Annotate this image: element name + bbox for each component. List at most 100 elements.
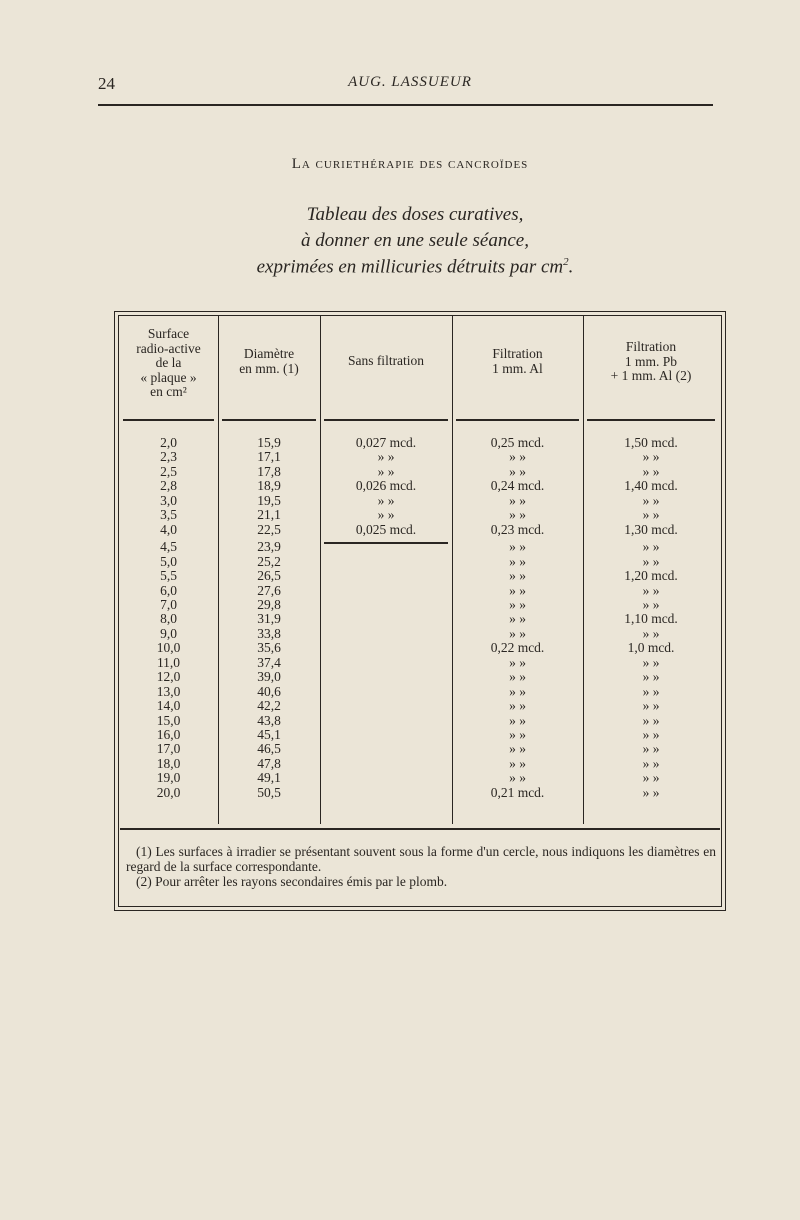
filtration-al-cell: » » xyxy=(509,553,526,569)
diameter-cell: 18,9 xyxy=(257,478,281,494)
filtration-pb-cell: » » xyxy=(642,553,660,569)
filtration-al-cell: » » xyxy=(509,712,526,728)
surface-cell: 9,0 xyxy=(160,625,177,641)
header-rule xyxy=(456,419,579,421)
filtration-al-cell: » » xyxy=(509,568,526,584)
surface-cell: 6,0 xyxy=(160,582,177,598)
filtration-pb-cell: » » xyxy=(642,539,660,555)
title-end: . xyxy=(568,256,574,278)
column-header-line: radio-active xyxy=(136,340,201,356)
filtration-al-cell: 0,21 mcd. xyxy=(490,784,545,800)
surface-cell: 10,0 xyxy=(156,640,181,656)
diameter-cell: 45,1 xyxy=(257,727,281,742)
surface-cell: 15,0 xyxy=(156,712,181,728)
filtration-pb-cell: » » xyxy=(642,654,660,670)
filtration-al-cell: » » xyxy=(509,683,526,699)
filtration-al-cell: » » xyxy=(509,698,526,714)
footnote-2: (2) Pour arrêter les rayons secondaires … xyxy=(136,874,448,889)
filtration-al-cell: » » xyxy=(509,507,526,523)
filtration-al-cell: » » xyxy=(509,582,526,598)
surface-cell: 3,0 xyxy=(160,492,177,508)
surface-cell: 7,0 xyxy=(160,596,177,612)
filtration-pb-cell: » » xyxy=(642,741,660,757)
column-divider xyxy=(452,316,453,824)
table-inner-frame xyxy=(118,315,722,907)
table-title-line-3: exprimées en millicuries détruits par cm… xyxy=(0,256,800,278)
column-divider xyxy=(320,316,321,824)
diameter-cell: 17,8 xyxy=(257,463,281,479)
surface-cell: 14,0 xyxy=(156,698,181,714)
diameter-cell: 17,1 xyxy=(257,449,281,465)
column-header-line: Filtration xyxy=(625,339,677,354)
column-header-line: de la xyxy=(155,355,182,370)
diameter-cell: 26,5 xyxy=(257,568,281,584)
filtration-pb-cell: 1,0 mcd. xyxy=(627,640,675,656)
column-header-line: en cm² xyxy=(150,384,187,399)
sans-filtration-cell: » » xyxy=(377,507,395,523)
filtration-al-cell: » » xyxy=(509,654,526,670)
header-rule xyxy=(222,419,316,421)
filtration-pb-cell: » » xyxy=(642,463,660,479)
surface-cell: 11,0 xyxy=(156,654,181,670)
filtration-pb-cell: » » xyxy=(642,755,660,771)
surface-cell: 4,5 xyxy=(160,539,177,555)
filtration-pb-cell: » » xyxy=(642,712,660,728)
filtration-pb-cell: 1,30 mcd. xyxy=(624,521,678,537)
column-header-line: « plaque » xyxy=(140,369,197,385)
filtration-pb-cell: » » xyxy=(642,784,660,800)
filtration-pb-cell: » » xyxy=(642,727,660,742)
filtration-pb-cell: » » xyxy=(642,698,660,714)
page-number: 24 xyxy=(98,74,115,93)
filtration-pb-cell: » » xyxy=(642,582,660,598)
sans-filtration-cell: » » xyxy=(377,463,395,479)
diameter-cell: 29,8 xyxy=(257,596,281,612)
diameter-cell: 47,8 xyxy=(257,755,281,771)
diameter-cell: 50,5 xyxy=(257,784,281,800)
surface-cell: 19,0 xyxy=(156,770,181,786)
filtration-al-cell: » » xyxy=(509,669,526,685)
filtration-pb-cell: 1,10 mcd. xyxy=(624,611,678,627)
diameter-cell: 39,0 xyxy=(257,669,281,685)
filtration-pb-cell: » » xyxy=(642,683,660,699)
surface-cell: 4,0 xyxy=(160,521,177,537)
column-divider xyxy=(583,316,584,824)
filtration-al-cell: » » xyxy=(509,727,526,742)
diameter-cell: 42,2 xyxy=(257,698,281,714)
sans-filtration-cell: » » xyxy=(377,492,395,508)
filtration-pb-cell: » » xyxy=(642,596,660,612)
diameter-cell: 31,9 xyxy=(257,611,281,627)
filtration-pb-cell: » » xyxy=(642,449,660,465)
surface-cell: 16,0 xyxy=(156,727,181,742)
column-header-line: Diamètre xyxy=(243,346,295,361)
surface-cell: 3,5 xyxy=(160,507,177,523)
footnote-1: (1) Les surfaces à irradier se présentan… xyxy=(126,844,716,874)
sans-filtration-end-rule xyxy=(324,542,448,544)
sans-filtration-cell: 0,025 mcd. xyxy=(355,521,417,537)
surface-cell: 2,8 xyxy=(160,478,177,494)
title-sup: 2 xyxy=(563,256,569,268)
surface-cell: 18,0 xyxy=(156,755,181,771)
surface-cell: 2,5 xyxy=(160,463,177,479)
header-rule xyxy=(324,419,448,421)
diameter-cell: 27,6 xyxy=(257,582,281,598)
diameter-cell: 22,5 xyxy=(257,521,281,537)
diameter-cell: 46,5 xyxy=(257,741,281,757)
diameter-cell: 40,6 xyxy=(257,683,281,699)
filtration-pb-cell: » » xyxy=(642,669,660,685)
column-header-line: en mm. (1) xyxy=(239,360,299,376)
diameter-cell: 33,8 xyxy=(257,625,281,641)
diameter-cell: 43,8 xyxy=(257,712,281,728)
section-title: La curiethérapie des cancroïdes xyxy=(291,156,529,172)
filtration-pb-cell: » » xyxy=(642,492,660,508)
diameter-cell: 37,4 xyxy=(257,654,281,670)
filtration-al-cell: » » xyxy=(509,770,526,786)
filtration-pb-cell: 1,40 mcd. xyxy=(624,478,678,494)
diameter-cell: 19,5 xyxy=(257,492,281,508)
surface-cell: 5,5 xyxy=(160,568,177,584)
filtration-al-cell: » » xyxy=(509,755,526,771)
sans-filtration-cell: 0,026 mcd. xyxy=(355,478,417,494)
column-header-line: Surface xyxy=(147,326,190,341)
filtration-al-cell: » » xyxy=(509,611,526,627)
surface-cell: 20,0 xyxy=(156,784,181,800)
surface-cell: 13,0 xyxy=(156,683,181,699)
